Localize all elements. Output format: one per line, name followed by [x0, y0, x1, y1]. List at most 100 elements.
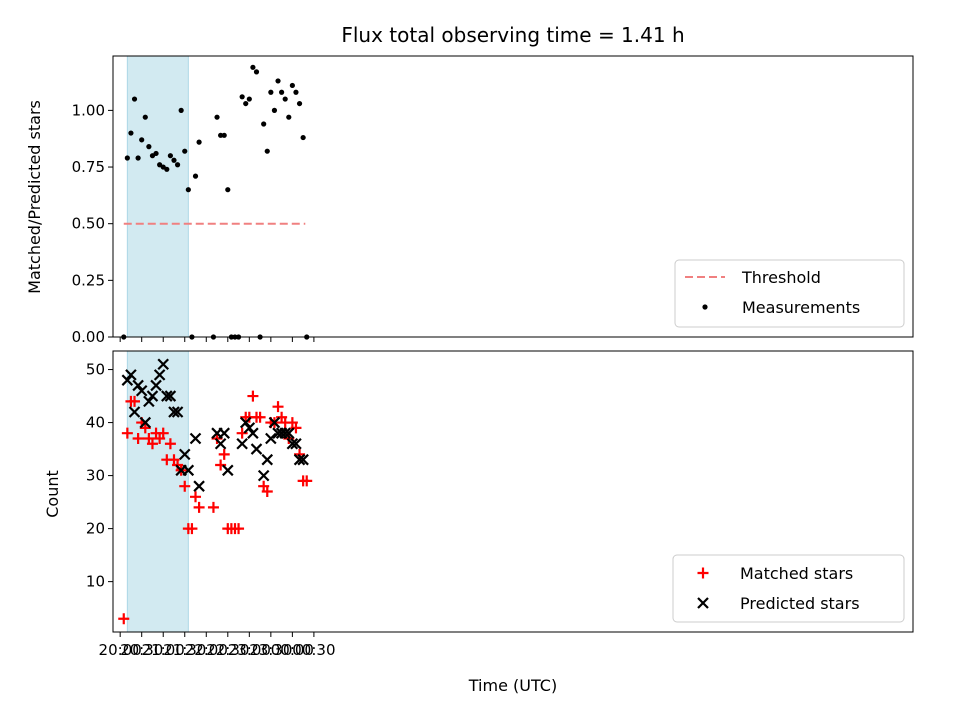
predicted-star-point	[214, 438, 227, 450]
predicted-star-point	[121, 374, 134, 386]
measurement-point	[146, 144, 152, 150]
matched-star-point	[132, 432, 144, 444]
shaded-interval	[126, 55, 189, 338]
measurement-point	[192, 173, 199, 179]
measurement-point	[164, 166, 170, 172]
predicted-star-point	[247, 427, 259, 439]
measurement-point	[300, 134, 306, 141]
measurement-point	[279, 89, 285, 95]
legend-predicted-label: Predicted stars	[740, 594, 860, 613]
measurement-point	[139, 137, 145, 143]
predicted-star-point	[286, 438, 299, 450]
predicted-star-point	[243, 422, 256, 434]
legend-measurements-swatch	[702, 304, 708, 310]
x-tick-label: 20:00	[99, 641, 142, 659]
matched-star-point	[186, 523, 198, 535]
measurement-point	[293, 89, 299, 95]
predicted-star-point	[146, 390, 159, 402]
matched-star-point	[218, 448, 230, 460]
legend-box	[674, 259, 905, 328]
x-tick-label: 20:30	[120, 641, 163, 659]
y-tick-label: 40	[86, 414, 105, 432]
matched-star-point	[254, 411, 266, 423]
predicted-star-point	[132, 379, 144, 392]
matched-star-point	[236, 427, 248, 439]
predicted-star-point	[265, 432, 277, 445]
predicted-star-point	[250, 443, 263, 455]
matched-star-point	[301, 475, 313, 487]
y-tick-label: 1.00	[72, 101, 105, 119]
measurement-point	[239, 94, 245, 100]
predicted-star-point	[128, 406, 141, 418]
y-tick-label: 0.25	[72, 271, 105, 289]
measurement-point	[246, 96, 252, 102]
y-tick-label: 10	[86, 573, 105, 591]
matched-star-point	[294, 448, 306, 460]
y-tick-label: 50	[86, 361, 105, 379]
predicted-star-point	[161, 390, 173, 402]
measurement-point	[296, 100, 303, 107]
legend-predicted-swatch	[697, 597, 709, 609]
predicted-star-point	[218, 427, 230, 439]
y-tick-label: 0.50	[72, 215, 105, 233]
matched-star-point	[247, 390, 259, 402]
matched-star-point	[164, 438, 176, 450]
matched-star-point	[179, 480, 191, 492]
predicted-star-point	[279, 427, 291, 439]
predicted-star-point	[153, 369, 166, 381]
matched-star-point	[121, 427, 133, 439]
y-tick-label: 0.75	[72, 158, 105, 176]
predicted-star-point	[261, 453, 274, 466]
measurement-point	[124, 155, 130, 161]
x-tick-label: 23:00	[228, 641, 271, 659]
shaded-interval	[126, 350, 189, 633]
predicted-star-point	[290, 438, 302, 450]
predicted-star-point	[193, 480, 205, 492]
x-tick-label: 23:30	[249, 641, 292, 659]
measurement-point	[171, 157, 177, 163]
predicted-star-point	[164, 390, 177, 402]
matched-star-point	[146, 438, 158, 450]
predicted-star-point	[222, 464, 234, 477]
matched-star-point	[283, 432, 295, 444]
matched-star-point	[157, 427, 169, 439]
legend-threshold-label: Threshold	[741, 268, 821, 287]
predicted-star-point	[189, 432, 202, 445]
legend-matched-label: Matched stars	[740, 564, 853, 583]
bottom-y-axis-label: Count	[43, 470, 62, 518]
predicted-star-point	[168, 406, 180, 418]
measurement-point	[250, 64, 256, 70]
measurement-point	[271, 107, 278, 113]
matched-star-point	[207, 501, 219, 513]
measurement-point	[289, 82, 295, 89]
measurement-point	[142, 114, 148, 120]
top-axes-frame	[112, 55, 914, 338]
bottom-legend: Matched stars Predicted stars	[672, 554, 905, 623]
measurement-point	[282, 96, 288, 102]
x-tick-label: 21:00	[142, 641, 185, 659]
x-tick-label: 21:30	[163, 641, 206, 659]
predicted-star-point	[135, 384, 148, 397]
measurement-point	[286, 114, 292, 120]
matched-star-point	[129, 395, 141, 407]
measurement-point	[243, 100, 249, 107]
measurement-point	[253, 69, 260, 75]
bottom-axes-frame	[112, 350, 914, 633]
measurement-point	[275, 78, 281, 84]
x-tick-label: 22:00	[185, 641, 228, 659]
measurement-point	[131, 96, 138, 102]
predicted-star-point	[171, 406, 184, 418]
measurement-point	[178, 107, 184, 113]
matched-star-point	[290, 422, 302, 434]
predicted-star-point	[150, 379, 162, 392]
predicted-star-point	[143, 395, 155, 408]
matched-star-point	[190, 491, 202, 503]
matched-star-point	[261, 486, 273, 497]
measurement-point	[182, 148, 188, 154]
measurement-point	[214, 114, 220, 120]
count-panel: 10 20 30 40 50 20:0020:3021:0021:3022:0022:30…	[86, 350, 914, 659]
measurement-point	[153, 150, 159, 157]
x-tick-label: 00:30	[292, 641, 335, 659]
matched-star-point	[211, 432, 223, 444]
